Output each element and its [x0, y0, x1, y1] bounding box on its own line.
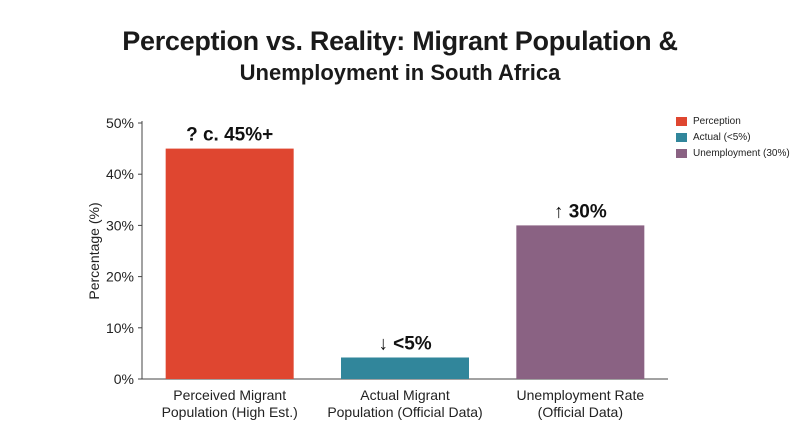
y-tick-label: 50%	[106, 115, 134, 131]
bar-2	[341, 357, 469, 379]
y-tick-label: 40%	[106, 166, 134, 182]
x-tick-label: (Official Data)	[538, 404, 623, 420]
legend-item: Actual (<5%)	[676, 129, 790, 145]
legend-swatch	[676, 132, 687, 142]
legend-label: Unemployment (30%)	[693, 147, 790, 159]
y-tick-label: 0%	[114, 371, 134, 387]
y-tick-label: 10%	[106, 320, 134, 336]
chart-subtitle: Unemployment in South Africa	[239, 60, 561, 85]
bar-value-label: ↓ <5%	[378, 333, 431, 354]
y-axis-label: Percentage (%)	[86, 202, 102, 299]
legend-item: Unemployment (30%)	[676, 145, 790, 161]
bar-value-label: ? c. 45%+	[186, 125, 273, 146]
y-tick-label: 20%	[106, 269, 134, 285]
legend-item: Perception	[676, 113, 790, 129]
x-tick-label: Unemployment Rate	[517, 387, 645, 403]
x-tick-label: Population (Official Data)	[327, 404, 482, 420]
legend-swatch	[676, 116, 687, 126]
legend-swatch	[676, 148, 687, 158]
legend-label: Actual (<5%)	[693, 131, 751, 143]
legend: Perception Actual (<5%) Unemployment (30%)	[676, 113, 790, 161]
chart-title: Perception vs. Reality: Migrant Populati…	[122, 26, 678, 56]
x-tick-label: Population (High Est.)	[162, 404, 298, 420]
legend-label: Perception	[693, 115, 741, 127]
bar-value-label: ↑ 30%	[554, 201, 607, 222]
x-tick-label: Perceived Migrant	[173, 387, 286, 403]
bar-1	[165, 148, 294, 379]
x-tick-label: Actual Migrant	[360, 387, 450, 403]
y-tick-label: 30%	[106, 217, 134, 233]
bar-3	[516, 225, 645, 379]
